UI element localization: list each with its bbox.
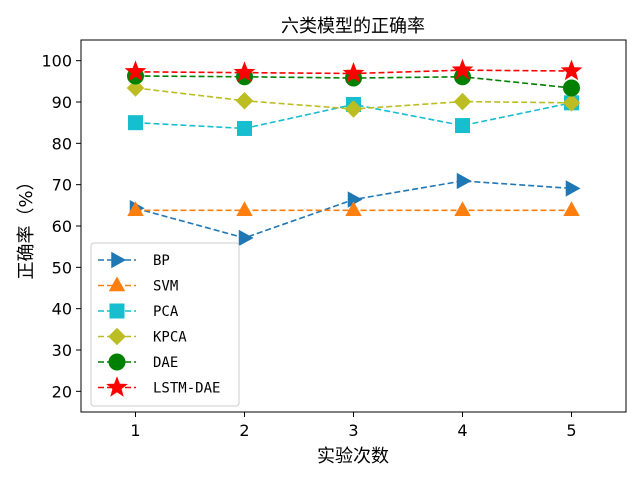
y-tick-label: 40: [52, 300, 72, 319]
legend: BP SVM PCA KPCA DAE LSTM-DAE: [90, 242, 240, 407]
legend-item: SVM: [98, 276, 178, 295]
series-bp: [129, 172, 581, 247]
axes-layer: 1 2 3 4 5 20 30 40 50 60 70 80 90 100: [41, 52, 576, 440]
x-axis-title: 实验次数: [317, 446, 389, 467]
y-tick-label: 30: [52, 341, 72, 360]
y-tick-label: 70: [52, 176, 72, 195]
legend-label: KPCA: [153, 330, 187, 346]
y-tick-label: 50: [52, 258, 72, 277]
data-point: [560, 59, 583, 81]
legend-marker: [108, 353, 126, 371]
data-point: [235, 92, 254, 110]
legend-marker: [106, 376, 128, 397]
y-tick-label: 90: [52, 93, 72, 112]
data-point: [124, 60, 147, 82]
x-tick-label: 5: [566, 421, 576, 440]
data-point: [347, 191, 363, 208]
data-point: [127, 201, 144, 217]
legend-label: SVM: [153, 279, 178, 295]
legend-marker: [109, 303, 125, 319]
legend-marker: [108, 276, 126, 292]
y-tick-label: 100: [41, 52, 72, 71]
legend-label: PCA: [153, 304, 179, 320]
data-point: [454, 201, 471, 217]
series-kpca: [126, 79, 581, 118]
y-tick-label: 20: [52, 382, 72, 401]
y-axis-title: 正确率（%）: [16, 172, 37, 279]
y-tick-label: 60: [52, 217, 72, 236]
data-point: [451, 58, 474, 80]
data-point: [342, 62, 365, 83]
series-lstm-dae: [124, 58, 583, 83]
data-point: [238, 229, 254, 247]
data-point: [456, 172, 472, 190]
data-point: [455, 118, 470, 134]
x-tick-label: 1: [130, 421, 140, 440]
x-tick-label: 3: [348, 421, 358, 440]
data-point: [563, 79, 580, 97]
y-tick-label: 80: [52, 134, 72, 153]
data-point: [344, 100, 363, 118]
legend-label: LSTM-DAE: [153, 381, 220, 397]
legend-label: DAE: [153, 355, 178, 371]
data-point: [563, 201, 580, 217]
legend-item: DAE: [98, 353, 178, 371]
x-tick-label: 4: [457, 421, 467, 440]
legend-box: [90, 242, 240, 407]
series-svm: [127, 201, 580, 217]
data-point: [453, 92, 472, 111]
chart-title: 六类模型的正确率: [281, 16, 425, 37]
data-point: [236, 201, 253, 217]
data-point: [565, 180, 581, 197]
data-point: [562, 94, 581, 112]
legend-item: PCA: [98, 303, 179, 320]
x-tick-label: 2: [239, 421, 249, 440]
data-point: [237, 120, 252, 136]
data-point: [126, 79, 145, 97]
data-point: [128, 115, 143, 131]
legend-item: LSTM-DAE: [98, 376, 220, 397]
data-point: [233, 61, 256, 82]
legend-label: BP: [153, 253, 170, 269]
legend-marker: [108, 327, 126, 346]
legend-item: KPCA: [98, 327, 187, 346]
legend-item: BP: [98, 251, 170, 269]
series-layer: [124, 58, 583, 247]
data-point: [345, 201, 362, 217]
legend-marker: [111, 251, 127, 269]
